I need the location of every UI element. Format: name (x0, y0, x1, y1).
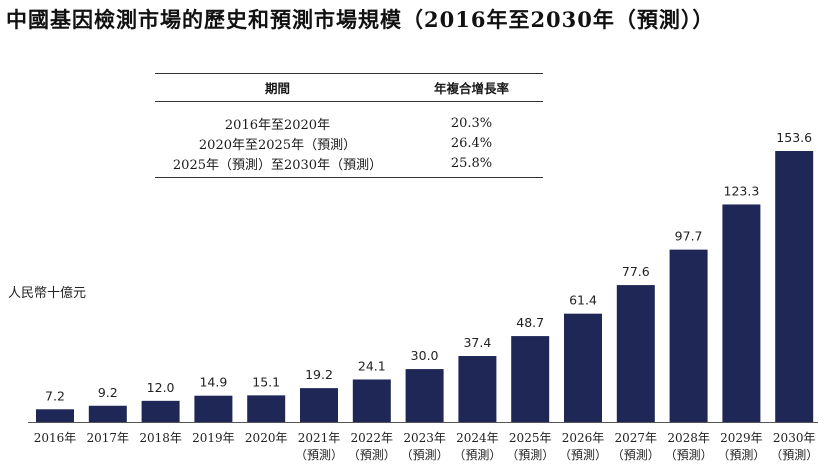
bar-1 (88, 405, 127, 422)
x-tick-note-13: （預測） (717, 448, 765, 462)
x-tick-label-2: 2018年 (139, 431, 182, 445)
rate-cell: 26.4% (450, 135, 493, 151)
x-tick-label-1: 2017年 (87, 431, 130, 445)
bars-group: 7.2 2016年 9.2 2017年 12.0 2018年 14.9 2019年 15.1 20… (34, 130, 818, 462)
period-cell: 2020年至2025年（預測） (198, 137, 357, 153)
bar-10 (564, 313, 602, 422)
value-label-11: 77.6 (622, 264, 650, 279)
value-label-7: 30.0 (411, 348, 439, 363)
x-tick-label-10: 2026年 (562, 431, 605, 445)
x-tick-note-12: （預測） (665, 448, 713, 462)
bar-4 (247, 395, 286, 422)
x-tick-note-10: （預測） (559, 448, 607, 462)
bar-7 (405, 369, 444, 422)
bar-12 (669, 249, 708, 422)
value-label-0: 7.2 (45, 388, 65, 403)
table-row: 2016年至2020年 20.3% (155, 113, 543, 133)
chart-title: 中國基因檢測市場的歷史和預測市場規模（2016年至2030年（預測）） (6, 7, 715, 32)
x-tick-label-12: 2028年 (667, 431, 710, 445)
x-tick-label-8: 2024年 (456, 431, 499, 445)
x-tick-label-4: 2020年 (245, 431, 288, 445)
bar-14 (775, 151, 814, 422)
rate-cell: 25.8% (450, 155, 493, 171)
table-row: 2025年（預測）至2030年（預測） 25.8% (155, 153, 543, 173)
x-tick-note-8: （預測） (453, 448, 501, 462)
x-tick-label-14: 2030年 (773, 431, 816, 445)
period-cell: 2016年至2020年 (224, 117, 331, 133)
table-header-row: 期間 年複合增長率 (155, 74, 543, 101)
bar-13 (722, 204, 761, 422)
table-top-rule (155, 73, 543, 74)
bar-6 (352, 379, 391, 422)
bar-3 (194, 395, 233, 422)
x-tick-note-5: （預測） (295, 448, 343, 462)
x-tick-note-14: （預測） (770, 448, 818, 462)
cagr-table: 期間 年複合增長率 2016年至2020年 20.3% 2020年至2025年（… (155, 73, 543, 178)
period-cell: 2025年（預測）至2030年（預測） (172, 157, 383, 173)
header-cagr: 年複合增長率 (433, 81, 509, 96)
x-tick-label-11: 2027年 (615, 431, 658, 445)
table-row: 2020年至2025年（預測） 26.4% (155, 133, 543, 153)
bar-2 (141, 400, 180, 422)
value-label-14: 153.6 (776, 130, 812, 145)
x-tick-note-9: （預測） (506, 448, 554, 462)
value-label-1: 9.2 (98, 385, 118, 400)
value-label-5: 19.2 (305, 367, 333, 382)
table-body: 2016年至2020年 20.3% 2020年至2025年（預測） 26.4% … (155, 102, 543, 177)
x-tick-label-0: 2016年 (34, 431, 77, 445)
value-label-2: 12.0 (147, 380, 175, 395)
x-tick-label-6: 2022年 (351, 431, 394, 445)
bar-9 (511, 336, 550, 422)
x-tick-label-7: 2023年 (403, 431, 446, 445)
value-label-10: 61.4 (569, 293, 597, 308)
x-tick-label-3: 2019年 (192, 431, 235, 445)
value-label-13: 123.3 (724, 183, 760, 198)
x-tick-label-9: 2025年 (509, 431, 552, 445)
value-label-4: 15.1 (252, 374, 280, 389)
x-tick-label-13: 2029年 (720, 431, 763, 445)
header-period: 期間 (264, 81, 290, 96)
table-bottom-rule (155, 177, 543, 178)
rate-cell: 20.3% (450, 115, 493, 131)
bar-11 (616, 285, 655, 422)
bar-0 (36, 409, 74, 422)
value-label-6: 24.1 (358, 358, 386, 373)
x-tick-note-11: （預測） (612, 448, 660, 462)
x-tick-label-5: 2021年 (298, 431, 341, 445)
table-header-rule (155, 101, 543, 102)
bar-8 (458, 356, 497, 422)
x-tick-note-7: （預測） (401, 448, 449, 462)
value-label-12: 97.7 (675, 229, 703, 244)
y-axis-label: 人民幣十億元 (8, 285, 86, 301)
value-label-3: 14.9 (199, 375, 227, 390)
bar-5 (300, 388, 338, 422)
value-label-8: 37.4 (463, 335, 491, 350)
x-tick-note-6: （預測） (348, 448, 396, 462)
value-label-9: 48.7 (516, 315, 544, 330)
